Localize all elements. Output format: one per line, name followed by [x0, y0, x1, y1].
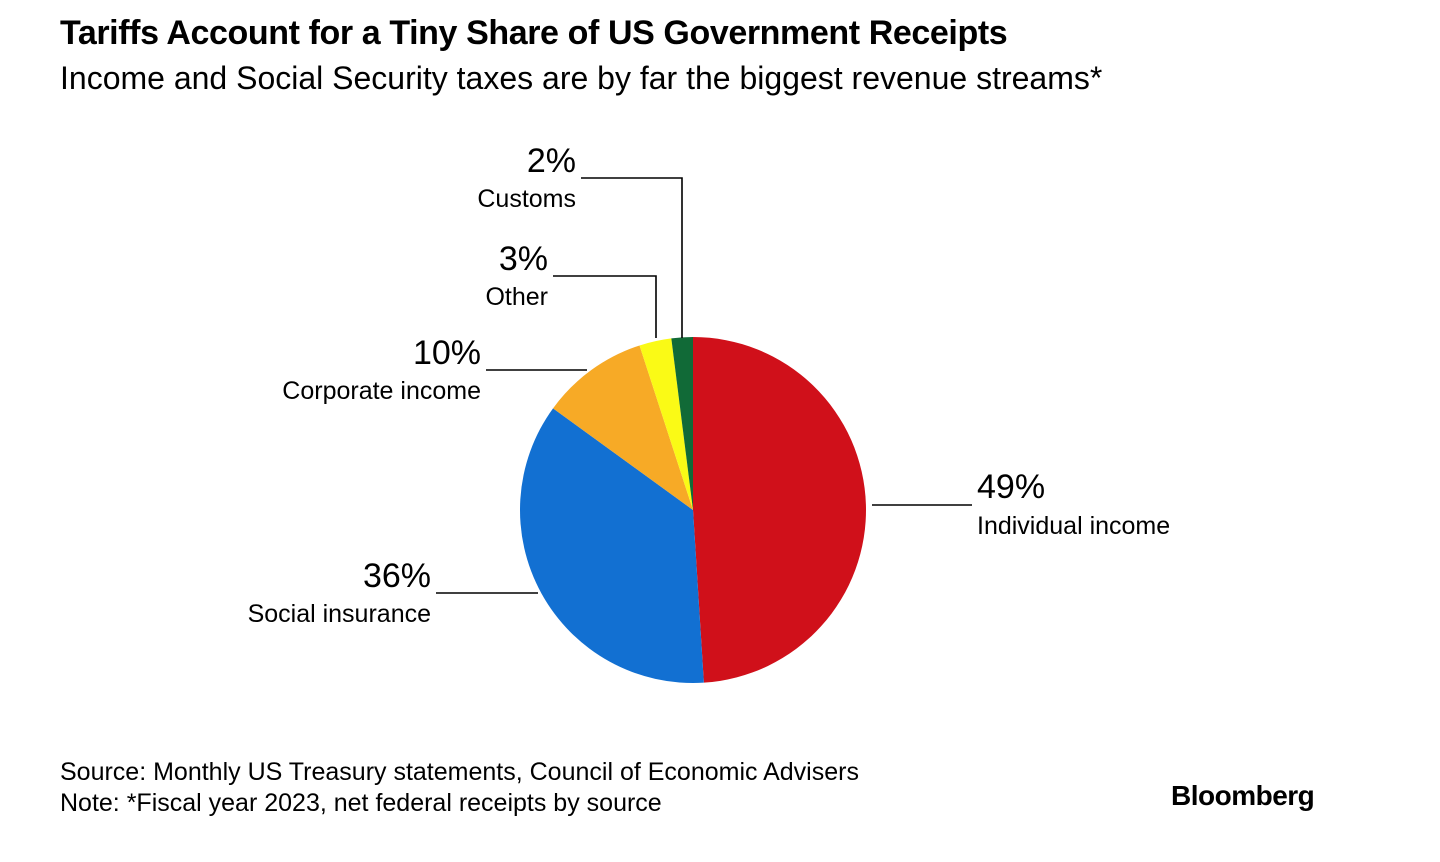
data-label-social-insurance: 36% — [363, 557, 431, 595]
category-label-customs: Customs — [477, 185, 576, 213]
leader-lines — [436, 177, 972, 594]
data-label-customs: 2% — [527, 142, 576, 180]
chart-title: Tariffs Account for a Tiny Share of US G… — [60, 14, 1008, 52]
pie-slice-social-insurance — [520, 408, 704, 683]
slice-labels: 49% Individual income 36% Social insurance 1… — [248, 142, 1171, 628]
category-label-individual-income: Individual income — [977, 512, 1170, 540]
pie-slice-customs — [671, 337, 693, 510]
category-label-other: Other — [485, 283, 548, 311]
pie-slice-corporate-income — [553, 345, 693, 510]
pie-slice-other — [639, 338, 693, 510]
data-label-other: 3% — [499, 240, 548, 278]
data-label-individual-income: 49% — [977, 468, 1045, 506]
leader-line-customs — [581, 177, 683, 338]
pie-slices — [520, 337, 866, 683]
category-label-corporate-income: Corporate income — [282, 377, 481, 405]
chart-subtitle: Income and Social Security taxes are by … — [60, 60, 1103, 96]
data-label-corporate-income: 10% — [413, 334, 481, 372]
source-note: Source: Monthly US Treasury statements, … — [60, 758, 859, 786]
bloomberg-logo: Bloomberg — [1171, 780, 1315, 811]
leader-line-other — [553, 275, 657, 338]
pie-slice-individual-income — [693, 337, 866, 683]
category-label-social-insurance: Social insurance — [248, 600, 431, 628]
footnote: Note: *Fiscal year 2023, net federal rec… — [60, 789, 662, 817]
